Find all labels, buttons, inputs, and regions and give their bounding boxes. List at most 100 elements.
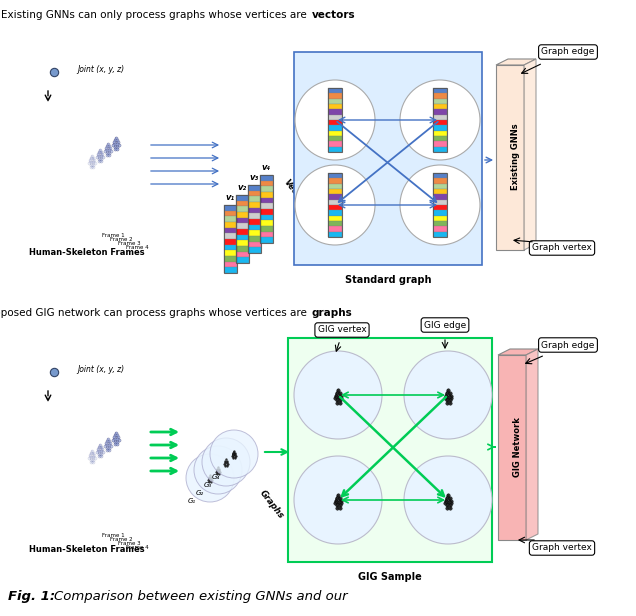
Bar — [260, 209, 273, 214]
Text: Graph vertex: Graph vertex — [532, 243, 592, 253]
Text: Frame 4: Frame 4 — [126, 545, 149, 550]
Text: The proposed GIG network can process graphs whose vertices are: The proposed GIG network can process gra… — [0, 308, 310, 318]
Bar — [433, 194, 447, 200]
Bar — [224, 211, 237, 216]
Bar — [260, 237, 273, 243]
Text: Graph edge: Graph edge — [541, 341, 595, 349]
Bar — [236, 240, 249, 246]
Bar — [260, 175, 273, 243]
Circle shape — [294, 456, 382, 544]
Circle shape — [404, 456, 492, 544]
Text: Frame 1: Frame 1 — [102, 233, 125, 238]
Bar — [328, 179, 342, 184]
Bar — [260, 226, 273, 232]
Bar — [248, 219, 261, 225]
Bar — [248, 241, 261, 248]
Bar — [248, 202, 261, 208]
Text: Frame 3: Frame 3 — [118, 541, 141, 546]
Bar — [236, 195, 249, 201]
Text: Vectors: Vectors — [282, 178, 311, 211]
Bar — [248, 236, 261, 241]
Polygon shape — [524, 59, 536, 250]
Bar — [433, 210, 447, 216]
Bar — [433, 221, 447, 226]
Text: Comparison between existing GNNs and our: Comparison between existing GNNs and our — [54, 590, 348, 603]
Bar — [328, 173, 342, 179]
Bar — [433, 226, 447, 232]
Text: Frame 1: Frame 1 — [102, 533, 125, 538]
Bar — [248, 230, 261, 236]
Bar — [433, 88, 447, 94]
Bar — [248, 191, 261, 197]
Circle shape — [210, 430, 258, 478]
Bar — [224, 250, 237, 256]
Bar — [248, 225, 261, 230]
Bar — [328, 221, 342, 226]
Bar — [433, 99, 447, 104]
Bar — [236, 217, 249, 224]
Bar — [236, 224, 249, 229]
Bar — [224, 245, 237, 250]
Bar — [248, 248, 261, 253]
Bar — [224, 222, 237, 228]
Bar — [433, 115, 447, 120]
Text: v₄: v₄ — [262, 163, 271, 172]
Bar — [248, 213, 261, 219]
Circle shape — [295, 80, 375, 160]
Bar — [260, 203, 273, 209]
Bar — [288, 338, 492, 562]
Text: Human-Skeleton Frames: Human-Skeleton Frames — [29, 248, 145, 257]
Bar — [433, 205, 447, 210]
Bar — [224, 205, 237, 273]
Text: v₁: v₁ — [226, 193, 235, 202]
Polygon shape — [526, 349, 538, 540]
Text: GIG Network: GIG Network — [513, 417, 523, 477]
Bar — [260, 186, 273, 192]
Bar — [224, 262, 237, 267]
Bar — [433, 104, 447, 109]
Bar — [260, 232, 273, 237]
Bar — [224, 228, 237, 233]
Circle shape — [294, 351, 382, 439]
Bar — [236, 201, 249, 206]
Bar — [224, 256, 237, 262]
Bar — [328, 115, 342, 120]
Bar — [433, 216, 447, 221]
Bar — [328, 109, 342, 115]
Bar — [328, 194, 342, 200]
Text: Existing GNNs: Existing GNNs — [511, 124, 520, 190]
Text: G₂: G₂ — [196, 490, 204, 496]
Bar — [433, 131, 447, 136]
Bar — [260, 221, 273, 226]
Text: Standard graph: Standard graph — [345, 275, 431, 285]
Text: G₃: G₃ — [204, 482, 212, 488]
Bar — [328, 205, 342, 210]
Bar — [224, 239, 237, 245]
Bar — [328, 232, 342, 237]
Bar — [433, 141, 447, 147]
Bar — [433, 125, 447, 131]
Bar — [433, 184, 447, 189]
Bar — [224, 267, 237, 273]
Bar — [236, 195, 249, 263]
Text: G₁: G₁ — [188, 498, 196, 504]
Bar — [224, 216, 237, 222]
Text: Human-Skeleton Frames: Human-Skeleton Frames — [29, 545, 145, 554]
Text: v₃: v₃ — [250, 173, 259, 182]
Bar — [260, 175, 273, 180]
Bar — [328, 131, 342, 136]
Bar — [328, 147, 342, 152]
Bar — [328, 226, 342, 232]
Bar — [433, 94, 447, 99]
Text: Graphs: Graphs — [258, 488, 286, 520]
Bar — [328, 173, 342, 237]
Bar — [236, 246, 249, 252]
Bar — [236, 252, 249, 257]
Bar — [433, 147, 447, 152]
Text: Frame 2: Frame 2 — [110, 537, 133, 542]
Bar — [328, 136, 342, 141]
Bar — [433, 173, 447, 179]
Bar — [328, 210, 342, 216]
Bar — [236, 257, 249, 263]
Bar — [328, 189, 342, 194]
